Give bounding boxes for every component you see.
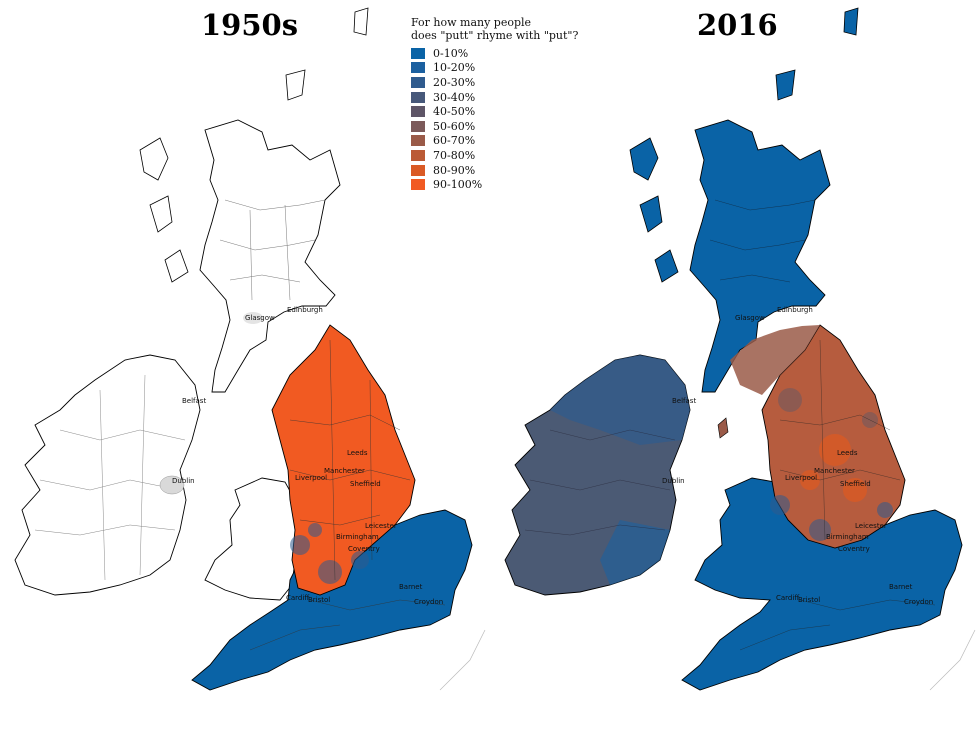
wales-1950s — [204, 477, 301, 601]
map-title-1950s: 1950s — [201, 8, 299, 42]
city-label-leeds: Leeds — [347, 449, 368, 457]
legend-entry: 40-50% — [411, 104, 578, 119]
legend-label: 90-100% — [433, 178, 483, 192]
city-label-birmingham: Birmingham — [336, 533, 379, 541]
legend-entry: 70-80% — [411, 148, 578, 163]
city-label-belfast-2016: Belfast — [672, 397, 697, 405]
city-label-liverpool-2016: Liverpool — [785, 474, 818, 482]
map-title-2016: 2016 — [697, 8, 778, 42]
legend: For how many people does "putt" rhyme wi… — [411, 16, 578, 192]
city-label-cardiff-2016: Cardiff — [776, 594, 800, 602]
city-label-liverpool: Liverpool — [295, 474, 328, 482]
city-label-glasgow: Glasgow — [245, 314, 275, 322]
legend-swatch — [411, 135, 425, 147]
legend-label: 60-70% — [433, 134, 476, 148]
legend-label: 40-50% — [433, 105, 476, 119]
city-label-barnet-2016: Barnet — [889, 583, 913, 591]
city-label-sheffield-2016: Sheffield — [840, 480, 871, 488]
city-label-bristol-2016: Bristol — [798, 596, 821, 604]
legend-label: 10-20% — [433, 61, 476, 75]
city-label-edinburgh: Edinburgh — [287, 306, 323, 314]
city-label-leicester: Leicester — [365, 522, 397, 530]
legend-swatch — [411, 149, 425, 161]
city-label-dublin: Dublin — [172, 477, 195, 485]
map-1950s — [14, 7, 486, 691]
legend-entries: 0-10% 10-20% 20-30% 30-40% 40-50% 50-60% 60-70… — [411, 46, 578, 192]
legend-entry: 80-90% — [411, 163, 578, 178]
legend-label: 20-30% — [433, 75, 476, 89]
legend-label: 80-90% — [433, 163, 476, 177]
legend-label: 70-80% — [433, 148, 476, 162]
legend-entry: 30-40% — [411, 90, 578, 105]
legend-entry: 90-100% — [411, 177, 578, 192]
legend-entry: 60-70% — [411, 134, 578, 149]
legend-label: 30-40% — [433, 90, 476, 104]
city-label-croydon: Croydon — [414, 598, 444, 606]
city-label-glasgow-2016: Glasgow — [735, 314, 765, 322]
city-label-coventry: Coventry — [348, 545, 380, 553]
england-north-1950s — [271, 324, 416, 596]
city-label-croydon-2016: Croydon — [904, 598, 934, 606]
city-label-manchester-2016: Manchester — [814, 467, 855, 475]
city-label-belfast: Belfast — [182, 397, 207, 405]
map-2016 — [504, 7, 976, 691]
legend-entry: 20-30% — [411, 75, 578, 90]
legend-swatch — [411, 47, 425, 59]
legend-entry: 10-20% — [411, 61, 578, 76]
legend-swatch — [411, 62, 425, 74]
city-label-coventry-2016: Coventry — [838, 545, 870, 553]
city-label-edinburgh-2016: Edinburgh — [777, 306, 813, 314]
city-label-dublin-2016: Dublin — [662, 477, 685, 485]
city-label-sheffield: Sheffield — [350, 480, 381, 488]
legend-swatch — [411, 106, 425, 118]
city-label-leeds-2016: Leeds — [837, 449, 858, 457]
city-label-barnet: Barnet — [399, 583, 423, 591]
city-label-manchester: Manchester — [324, 467, 365, 475]
legend-swatch — [411, 76, 425, 88]
legend-title-line2: does "putt" rhyme with "put"? — [411, 29, 579, 42]
legend-label: 50-60% — [433, 119, 476, 133]
legend-entry: 50-60% — [411, 119, 578, 134]
legend-title-line1: For how many people — [411, 16, 532, 29]
ireland-1950s — [14, 354, 201, 596]
legend-entry: 0-10% — [411, 46, 578, 61]
legend-swatch — [411, 120, 425, 132]
legend-swatch — [411, 179, 425, 191]
city-label-leicester-2016: Leicester — [855, 522, 887, 530]
legend-label: 0-10% — [433, 46, 469, 60]
scotland-1950s — [199, 119, 341, 393]
city-label-bristol: Bristol — [308, 596, 331, 604]
legend-swatch — [411, 164, 425, 176]
legend-swatch — [411, 91, 425, 103]
city-label-cardiff: Cardiff — [286, 594, 310, 602]
city-label-birmingham-2016: Birmingham — [826, 533, 869, 541]
